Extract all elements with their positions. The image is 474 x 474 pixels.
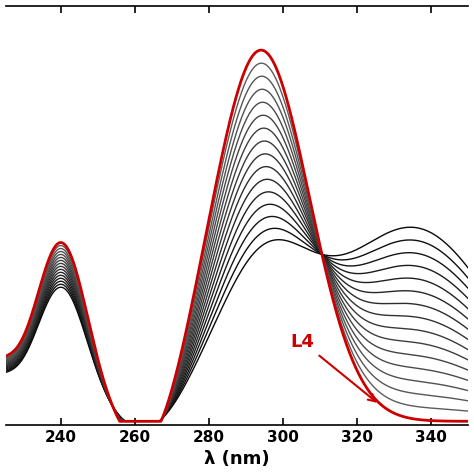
X-axis label: λ (nm): λ (nm) — [204, 450, 270, 468]
Text: L4: L4 — [291, 333, 375, 401]
